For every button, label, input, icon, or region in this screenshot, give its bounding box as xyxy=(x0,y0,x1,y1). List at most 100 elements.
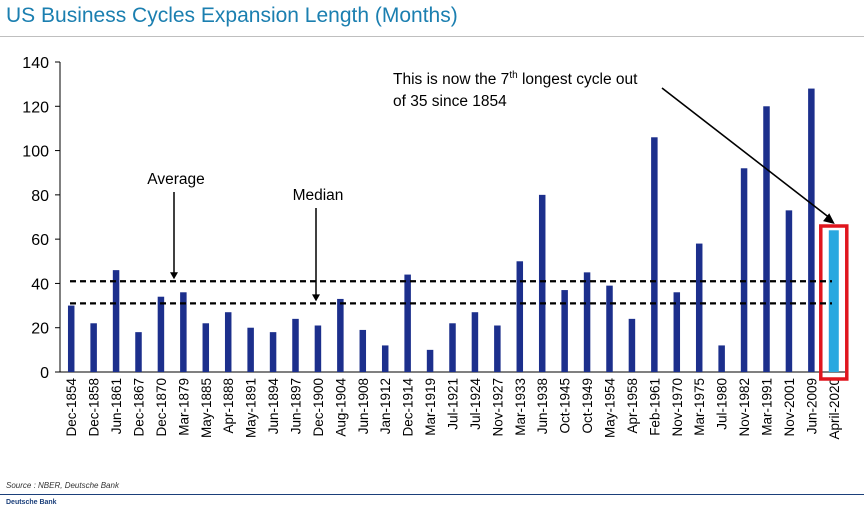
bar xyxy=(202,323,210,372)
x-tick-label: Nov-2001 xyxy=(782,378,797,437)
bar xyxy=(651,137,658,372)
source-note: Source : NBER, Deutsche Bank xyxy=(6,481,119,490)
bar xyxy=(695,243,703,372)
bar xyxy=(740,168,748,372)
x-tick-label: Jun-1861 xyxy=(109,378,124,434)
bar xyxy=(180,292,187,372)
bar xyxy=(628,318,636,372)
x-tick-label: Nov-1982 xyxy=(737,378,752,437)
y-tick-label: 80 xyxy=(31,188,49,205)
annotation-arrow-head xyxy=(823,213,835,224)
x-tick-label: Dec-1870 xyxy=(154,378,169,437)
reference-arrow-head xyxy=(312,294,320,302)
x-tick-label: Aug-1904 xyxy=(333,378,348,437)
bar xyxy=(561,290,568,372)
annotation-text-line1: This is now the 7th longest cycle out xyxy=(393,70,638,88)
bar xyxy=(359,329,367,372)
x-tick-label: Feb-1961 xyxy=(647,378,662,436)
reference-label-median: Median xyxy=(293,187,344,204)
y-tick-label: 20 xyxy=(31,321,49,338)
x-tick-label: May-1954 xyxy=(603,378,618,439)
bar xyxy=(538,194,546,372)
bar xyxy=(157,296,165,372)
x-tick-label: Jun-1938 xyxy=(535,378,550,434)
y-tick-label: 140 xyxy=(22,55,49,72)
x-tick-label: Oct-1949 xyxy=(580,378,595,434)
bar xyxy=(247,327,254,372)
brand-label: Deutsche Bank xyxy=(6,499,57,506)
bar xyxy=(471,312,479,372)
x-tick-label: Jul-1924 xyxy=(468,378,483,430)
y-tick-label: 120 xyxy=(22,99,49,116)
x-tick-label: Jun-1897 xyxy=(289,378,304,434)
bar xyxy=(606,285,613,372)
x-axis-labels: Dec-1854 Dec-1858 Jun-1861 Dec-1867 Dec-1870… xyxy=(64,378,842,440)
bar xyxy=(808,88,815,373)
chart-title: US Business Cycles Expansion Length (Mon… xyxy=(6,4,458,27)
bar xyxy=(404,274,411,372)
annotation-group: This is now the 7th longest cycle out of… xyxy=(393,70,835,224)
x-tick-label: Jun-2009 xyxy=(804,378,819,434)
reference-lines: Average Median xyxy=(70,171,832,305)
y-tick-label: 100 xyxy=(22,144,49,161)
annotation-arrow-shaft xyxy=(661,87,831,219)
x-tick-label: Mar-1933 xyxy=(513,378,528,436)
bar xyxy=(90,323,97,372)
x-tick-label: Dec-1854 xyxy=(64,378,79,437)
bar xyxy=(112,270,120,372)
bar xyxy=(785,210,793,372)
bar xyxy=(224,312,232,372)
x-tick-label: Apr-1888 xyxy=(221,378,236,434)
bar xyxy=(426,349,434,372)
y-tick-label: 60 xyxy=(31,232,49,249)
bar xyxy=(269,332,277,372)
annotation-text-post: longest cycle out xyxy=(518,71,638,88)
footer-divider xyxy=(0,494,864,495)
x-tick-label: Dec-1900 xyxy=(311,378,326,437)
annotation-text-line2: of 35 since 1854 xyxy=(393,93,507,110)
bar xyxy=(449,323,456,372)
bar xyxy=(516,261,524,372)
x-tick-label: Jan-1912 xyxy=(378,378,393,434)
x-tick-label: May-1885 xyxy=(199,378,214,438)
x-tick-label: Mar-1879 xyxy=(176,378,191,436)
expansion-bar-chart: 0 20 40 60 80 100 120 140 Dec-1854 Dec-1858 Jun-1… xyxy=(22,55,849,440)
bar xyxy=(337,298,344,372)
x-tick-label: April-2020 xyxy=(827,378,842,440)
x-tick-label: Mar-1919 xyxy=(423,378,438,436)
x-tick-label: Apr-1958 xyxy=(625,378,640,434)
bar xyxy=(67,305,75,372)
reference-arrow-head xyxy=(170,272,178,280)
bar xyxy=(135,332,142,372)
x-tick-label: Dec-1858 xyxy=(87,378,102,437)
x-tick-label: Jul-1980 xyxy=(715,378,730,430)
annotation-text-pre: This is now the 7 xyxy=(393,71,509,88)
x-tick-label: Mar-1991 xyxy=(760,378,775,436)
annotation-text-superscript: th xyxy=(509,70,517,81)
bar xyxy=(673,292,681,372)
bar xyxy=(381,345,389,372)
x-tick-label: Mar-1975 xyxy=(692,378,707,436)
y-tick-label: 0 xyxy=(40,365,49,382)
bar xyxy=(314,325,322,372)
x-tick-label: Nov-1970 xyxy=(670,378,685,437)
x-tick-label: Nov-1927 xyxy=(490,378,505,437)
bar xyxy=(292,318,299,372)
y-tick-label: 40 xyxy=(31,276,49,293)
x-tick-label: Jun-1894 xyxy=(266,378,281,435)
bar xyxy=(718,345,725,372)
bar xyxy=(828,230,839,372)
x-tick-label: May-1891 xyxy=(244,378,259,438)
bars xyxy=(67,88,849,381)
title-divider xyxy=(0,36,864,37)
reference-label-average: Average xyxy=(147,171,204,188)
x-tick-label: Oct-1945 xyxy=(558,378,573,434)
x-tick-label: Dec-1914 xyxy=(401,378,416,437)
y-axis: 0 20 40 60 80 100 120 140 xyxy=(22,55,845,382)
bar xyxy=(763,106,770,373)
bar xyxy=(494,325,501,372)
x-tick-label: Jul-1921 xyxy=(446,378,461,430)
x-tick-label: Dec-1867 xyxy=(132,378,147,437)
bar xyxy=(583,272,591,372)
x-tick-label: Jun-1908 xyxy=(356,378,371,434)
